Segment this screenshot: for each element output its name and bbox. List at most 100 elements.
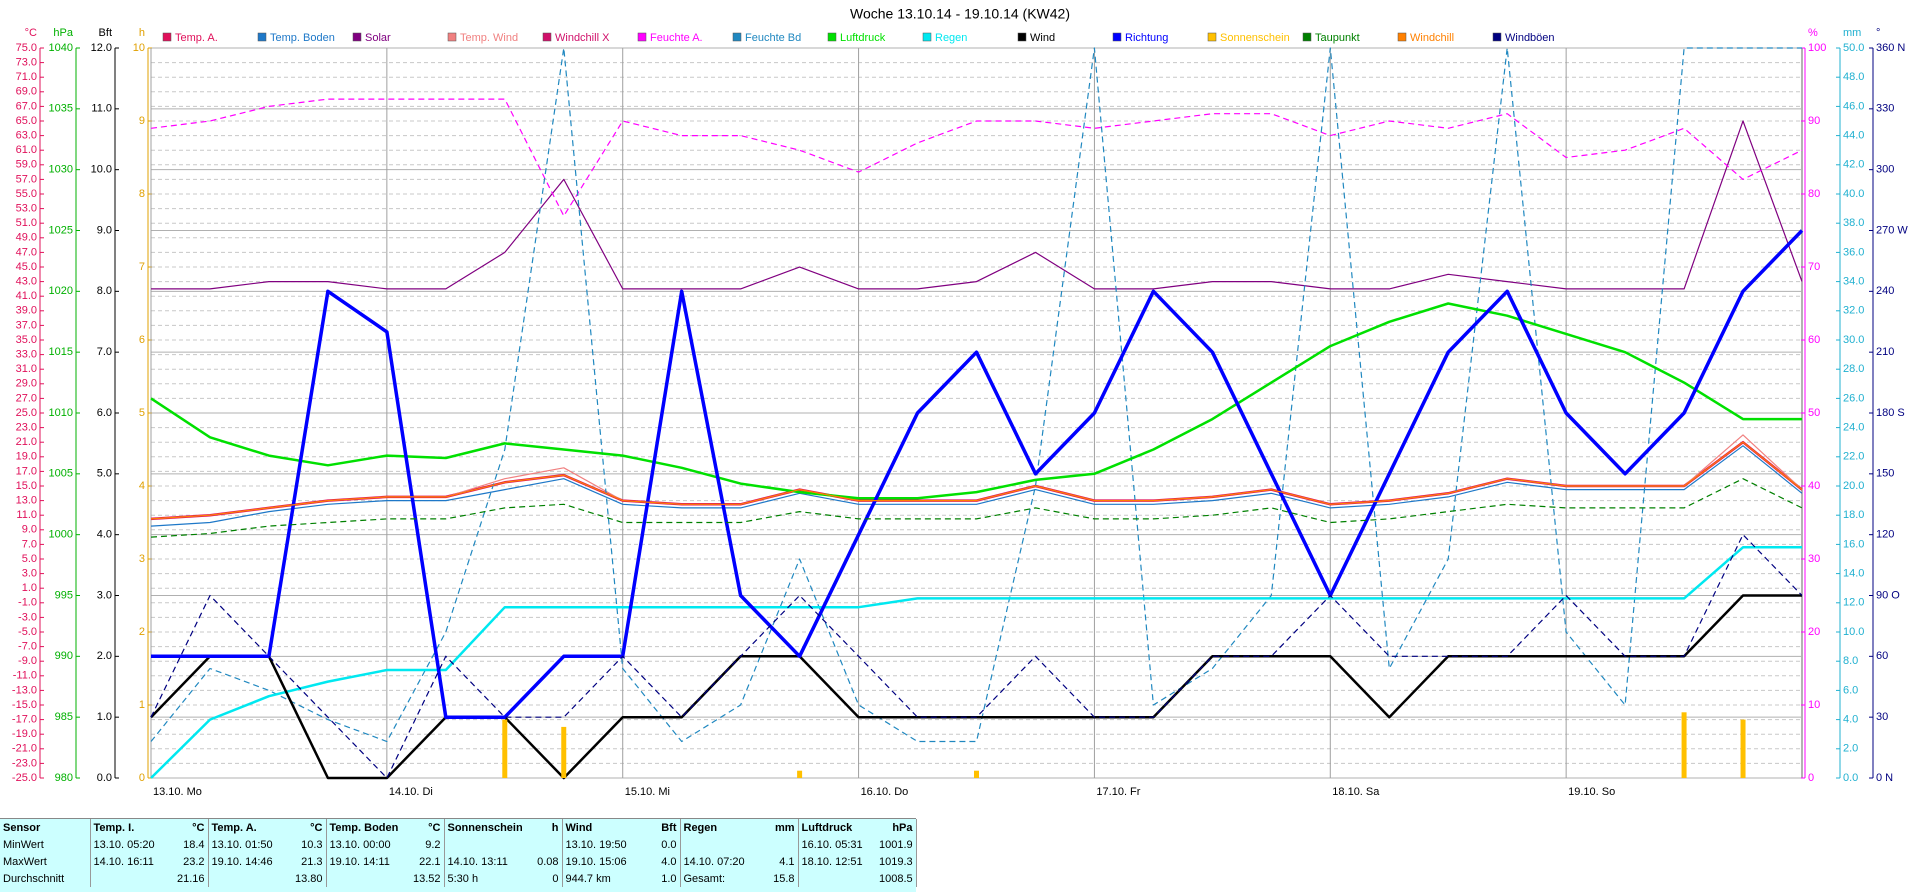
y-tick-label: 50.0 [1843,42,1864,54]
y-tick-label: 4 [139,480,145,492]
table-cell [758,836,799,853]
y-tick-label: 30 [1808,553,1820,565]
y-tick-label: 18.0 [1843,509,1864,521]
legend-swatch [162,32,172,42]
x-tick-label: 15.10. Mi [625,786,670,798]
table-cell: 16.10. 05:31 [801,838,863,851]
series-line [150,47,1802,743]
y-tick-label: 5.0 [97,468,112,480]
table-cell [444,836,522,853]
legend-swatch [922,32,932,42]
x-tick-label: 19.10. So [1568,786,1615,798]
y-tick-label: 14.0 [1843,568,1864,580]
y-tick-label: 1025 [49,224,73,236]
legend-swatch [1492,32,1502,42]
bar [1740,719,1746,778]
y-tick-label: 80 [1808,188,1820,200]
y-tick-label: -19.0 [12,728,37,740]
y-tick-label: 7 [139,261,145,273]
y-tick-label: 13.0 [16,495,37,507]
y-tick-label: 5.0 [22,553,37,565]
y-tick-label: 46.0 [1843,100,1864,112]
legend-label: Luftdruck [840,32,886,44]
y-tick-label: 69.0 [16,86,37,98]
y-tick-label: 30 [1876,711,1888,723]
table-cell: Temp. I. [93,821,135,834]
legend-swatch [542,32,552,42]
legend-swatch [732,32,742,42]
table-cell: Sensor [0,819,91,836]
table-cell: 19.10. 15:06 [565,855,627,868]
legend-label: Feuchte A. [650,32,703,44]
table-cell: Wind [565,821,593,834]
legend-swatch [257,32,267,42]
y-tick-label: 70 [1808,261,1820,273]
table-cell: mm [758,819,799,836]
y-tick-label: 1030 [49,164,73,176]
y-tick-label: -1.0 [18,597,37,609]
y-tick-label: 34.0 [1843,276,1864,288]
y-tick-label: 12.0 [1843,597,1864,609]
y-tick-label: 1 [139,699,145,711]
table-cell: 0 [522,870,563,887]
y-tick-label: 31.0 [16,363,37,375]
legend-swatch [1112,32,1122,42]
y-tick-label: 43.0 [16,276,37,288]
table-cell [90,870,168,887]
y-tick-label: 32.0 [1843,305,1864,317]
table-cell [798,870,876,887]
y-tick-label: 330 [1876,103,1894,115]
y-tick-label: 53.0 [16,203,37,215]
y-tick-label: 1020 [49,285,73,297]
table-cell: 944.7 km [565,872,611,885]
table-cell: 1.0 [640,870,681,887]
y-tick-label: 17.0 [16,465,37,477]
y-tick-label: 90 O [1876,589,1900,601]
series-line [150,478,1803,538]
table-cell: °C [168,819,209,836]
y-tick-label: 45.0 [16,261,37,273]
x-tick-label: 18.10. Sa [1332,786,1380,798]
y-tick-label: 990 [55,650,73,662]
series-line [150,441,1803,520]
y-tick-label: 10 [133,42,145,54]
table-cell [680,836,758,853]
y-tick-label: 0 [1808,772,1814,784]
y-tick-label: -15.0 [12,699,37,711]
series-line [150,302,1802,500]
y-tick-label: 360 N [1876,42,1905,54]
y-tick-label: 9.0 [97,224,112,236]
y-tick-label: 6.0 [1843,684,1858,696]
y-tick-label: 73.0 [16,57,37,69]
y-tick-label: 0 N [1876,772,1893,784]
chart-title: Woche 13.10.14 - 19.10.14 (KW42) [850,6,1070,22]
y-tick-label: 8 [139,188,145,200]
table-cell: °C [404,819,445,836]
y-tick-label: 51.0 [16,217,37,229]
series-line [151,229,1804,719]
table-cell: 14.10. 07:20 [683,855,745,868]
y-tick-label: 100 [1808,42,1826,54]
table-cell: 22.1 [404,853,445,870]
y-tick-label: 25.0 [16,407,37,419]
y-tick-label: 15.0 [16,480,37,492]
table-cell: 1001.9 [876,836,917,853]
y-tick-label: 37.0 [16,319,37,331]
y-tick-label: 60 [1876,650,1888,662]
table-row: MinWert 13.10. 05:20 18.4 13.10. 01:50 10.3 1… [0,836,917,853]
y-tick-label: 6.0 [97,407,112,419]
x-tick-label: 13.10. Mo [153,786,202,798]
y-tick-label: 1000 [49,529,73,541]
table-cell [326,870,404,887]
y-tick-label: 210 [1876,346,1894,358]
y-tick-label: -17.0 [12,714,37,726]
legend-label: Windchill [1410,32,1454,44]
series-line [150,445,1803,527]
axis-unit: hPa [53,27,73,39]
table-cell: 10.3 [286,836,327,853]
y-tick-label: 4.0 [1843,714,1858,726]
y-tick-label: 0 [139,772,145,784]
table-cell: 14.10. 13:11 [447,855,508,868]
y-tick-label: -11.0 [13,670,37,682]
chart: Woche 13.10.14 - 19.10.14 (KW42) °C -25.0… [11,5,1909,798]
